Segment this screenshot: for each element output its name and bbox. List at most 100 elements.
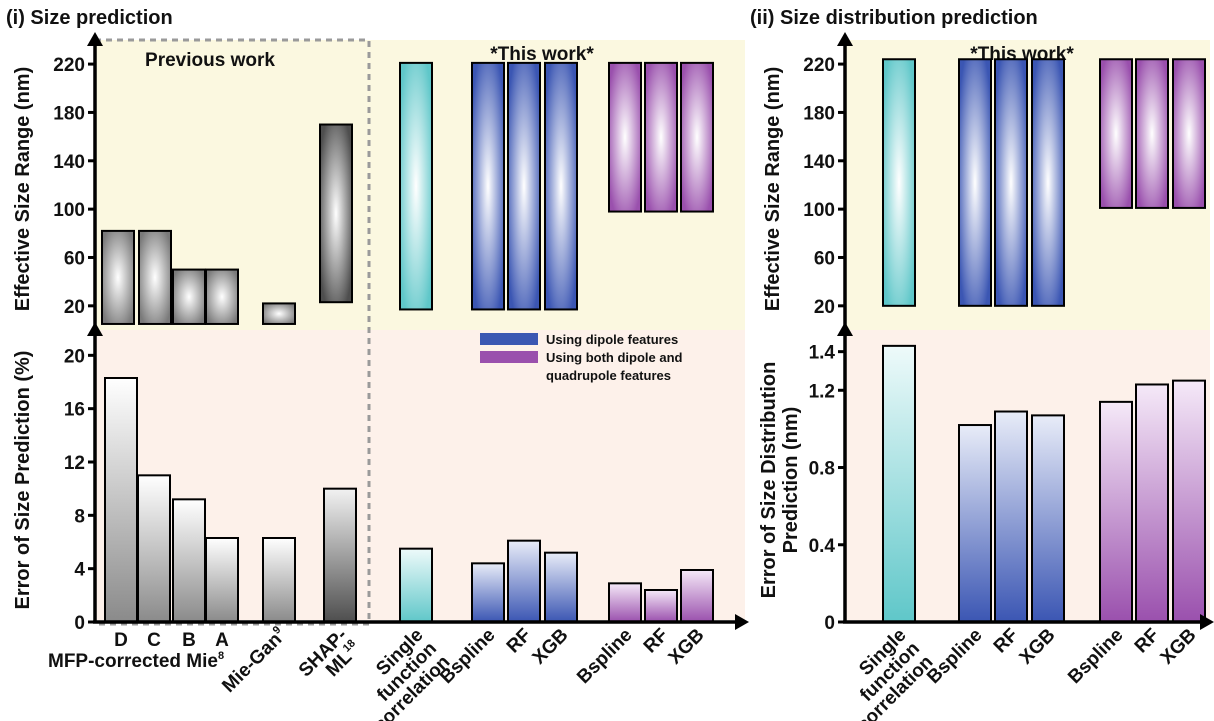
right-top-ytick-label-3: 140 [803,152,835,173]
left-bottom-ytick-label-4: 16 [64,400,85,421]
left-top-range-bar-10 [608,61,642,213]
left-bottom-cat-label-10-line-0: Bspline [573,625,636,688]
right-bottom-cat-label-1: Bspline [923,625,986,688]
right-bottom-bar-4 [1099,400,1133,623]
right-bottom-cat-label-6-line-0: XGB [1157,625,1201,669]
left-bottom-bar-8 [507,539,541,624]
left-bottom-cat-label-2: B [182,630,196,651]
right-top-range-bar-4 [1099,58,1133,209]
right-bottom-bar-3 [1031,414,1065,623]
left-bottom-bar-10 [608,582,642,623]
legend: Using dipole features Using both dipole … [480,332,683,383]
left-top-range-bar-1 [138,229,172,325]
right-bottom-bar-6 [1172,379,1206,623]
left-bottom-cat-label-3: A [215,630,229,651]
left-bottom-ytick-label-0: 0 [74,613,85,634]
mfp-group-label: MFP-corrected Mie8 [48,650,224,672]
right-bottom-bar-0 [882,344,916,623]
this-work-label: *This work* [490,44,594,65]
left-bottom-cat-label-7-line-0: Bspline [436,625,499,688]
right-bottom-cat-label-6: XGB [1157,625,1201,669]
right-bottom-y-arrow [837,322,853,336]
left-top-ytick-label-1: 60 [64,248,85,269]
left-bottom-cat-label-4-sup: 9 [271,624,284,637]
left-bottom-cat-label-12-line-0: XGB [665,625,709,669]
right-bottom-ylabel-line2: Prediction (nm) [780,407,802,554]
left-bottom-ytick-label-2: 8 [74,506,85,527]
left-bottom-cat-label-7: Bspline [436,625,499,688]
left-top-range-bar-9 [544,61,578,311]
left-bottom-bar-4 [262,537,296,623]
left-bottom-cat-label-5: SHAP-ML18 [295,625,365,682]
left-bottom-cat-label-1: C [147,630,161,651]
right-bottom-ytick-label-4: 1.4 [809,343,836,364]
left-top-ytick-label-3: 140 [53,152,85,173]
left-top-ytick-label-0: 20 [64,297,85,318]
left-top-range-bar-12 [680,61,714,213]
right-top-range-bar-5 [1135,58,1169,209]
left-top-range-bar-7 [471,61,505,311]
left-top-range-bar-2 [172,268,206,325]
right-bottom-bar-2 [994,410,1028,623]
right-bottom-cat-label-1-line-0: Bspline [923,625,986,688]
left-bottom-ytick-label-5: 20 [64,346,85,367]
right-top-range-bar-2 [994,58,1028,307]
right-bottom-cat-label-4-line-0: Bspline [1064,625,1127,688]
right-top-ytick-label-0: 20 [814,297,835,318]
right-bottom-ytick-label-3: 1.2 [809,381,835,402]
left-bottom-bar-5 [323,487,357,623]
left-bottom-y-arrow [87,322,103,336]
left-top-range-bar-8 [507,61,541,311]
left-bottom-bar-11 [644,589,678,623]
left-bottom-bar-1 [137,474,171,624]
right-bottom-cat-label-4: Bspline [1064,625,1127,688]
left-bottom-ylabel: Error of Size Prediction (%) [12,351,34,610]
left-bottom-bar-9 [544,551,578,624]
legend-swatch-quadrupole [480,351,538,363]
left-bottom-bar-3 [205,537,239,623]
left-top-range-bar-3 [205,268,239,325]
left-bottom-bar-7 [471,562,505,623]
previous-work-label: Previous work [145,50,275,71]
left-panel-title: (i) Size prediction [6,7,173,29]
left-top-range-bar-6 [399,61,433,311]
right-bottom-bar-5 [1135,383,1169,623]
left-top-range-bar-0 [101,229,135,325]
right-top-ylabel: Effective Size Range (nm) [762,67,784,312]
right-bottom-cat-label-3-line-0: XGB [1016,625,1060,669]
left-bottom-ytick-label-3: 12 [64,453,85,474]
right-top-y-arrow [837,32,853,46]
left-bottom-x-arrow [735,614,749,630]
left-top-ylabel: Effective Size Range (nm) [12,67,34,312]
mfp-group-label-ref: 8 [218,650,224,662]
left-top-range-bar-11 [644,61,678,213]
left-top-ytick-label-5: 220 [53,55,85,76]
right-bottom-ytick-label-0: 0 [824,613,835,634]
left-top-range-bar-4 [262,302,296,325]
left-top-y-arrow [87,32,103,46]
right-bottom-ytick-label-2: 0.8 [809,459,835,480]
left-bottom-bar-0 [104,377,138,623]
right-bottom-ylabel: Error of Size Distribution [758,362,780,599]
right-bottom-cat-label-3: XGB [1016,625,1060,669]
right-bottom-x-arrow [1200,614,1214,630]
left-bottom-cat-label-12: XGB [665,625,709,669]
left-bottom-cat-label-9-line-0: XGB [529,625,573,669]
legend-swatch-dipole [480,333,538,345]
left-top-range-bar-5 [319,123,353,304]
legend-label-dipole: Using dipole features [546,332,678,347]
legend-label-quadrupole: Using both dipole and [546,350,683,365]
mfp-group-label-text: MFP-corrected Mie [48,651,218,672]
left-bottom-bar-6 [399,547,433,624]
left-bottom-ytick-label-1: 4 [74,560,85,581]
right-bottom-bar-1 [958,424,992,623]
right-top-ytick-label-5: 220 [803,55,835,76]
axes-layer [87,32,1214,630]
right-top-range-bar-3 [1031,58,1065,307]
left-top-ytick-label-2: 100 [53,200,85,221]
left-top-ytick-label-4: 180 [53,103,85,124]
left-bottom-cat-label-9: XGB [529,625,573,669]
right-bottom-ytick-label-1: 0.4 [809,536,836,557]
